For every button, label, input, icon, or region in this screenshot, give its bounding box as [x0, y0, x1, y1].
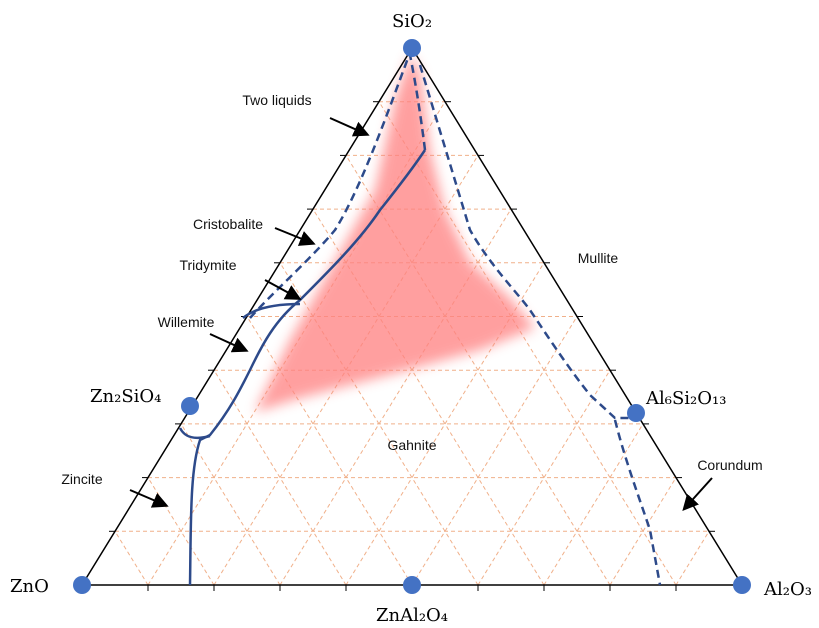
grid-line [246, 316, 413, 586]
boundary-corundum [613, 419, 662, 586]
boundary-solid [188, 149, 427, 586]
region-label: Corundum [697, 457, 762, 473]
boundary-zincite [178, 427, 211, 440]
vertex-point [403, 39, 421, 57]
compound-label: Al₆Si₂O₁₃ [645, 388, 726, 409]
grid-line [114, 531, 149, 586]
region-label: Tridymite [179, 257, 236, 273]
region-label: Cristobalite [193, 216, 263, 232]
compound-point [403, 576, 421, 594]
region-label: Gahnite [387, 437, 436, 453]
vertex-label: Al₂O₃ [763, 579, 812, 600]
arrow [264, 279, 302, 300]
arrow [329, 117, 370, 137]
region-label: Mullite [578, 250, 619, 266]
boundary-cristobalite [249, 57, 410, 319]
grid-line [411, 316, 578, 586]
compound-point [627, 404, 645, 422]
compound-point [181, 397, 199, 415]
arrow [209, 333, 249, 353]
arrow [274, 227, 316, 246]
grid-line [213, 369, 347, 586]
compound-label: ZnAl₂O₄ [376, 605, 448, 626]
compound-label: Zn₂SiO₄ [90, 386, 161, 407]
arrow [682, 477, 713, 511]
grid-line [543, 423, 644, 586]
vertex-point [733, 576, 751, 594]
region-label: Willemite [158, 314, 215, 330]
grid-line [609, 477, 677, 586]
boundary-tridymite [242, 302, 301, 319]
vertex-label: SiO₂ [392, 11, 432, 32]
region-label: Zincite [61, 471, 102, 487]
grid-line [180, 423, 281, 586]
boundary-liquid-top [408, 54, 427, 151]
grid-line [477, 369, 611, 586]
liquid-region [255, 55, 535, 412]
grid-line [675, 531, 710, 586]
region-label: Two liquids [242, 92, 311, 108]
vertex-label: ZnO [10, 576, 49, 597]
boundary-mullite [418, 64, 640, 420]
arrow [129, 489, 169, 508]
vertex-point [73, 576, 91, 594]
